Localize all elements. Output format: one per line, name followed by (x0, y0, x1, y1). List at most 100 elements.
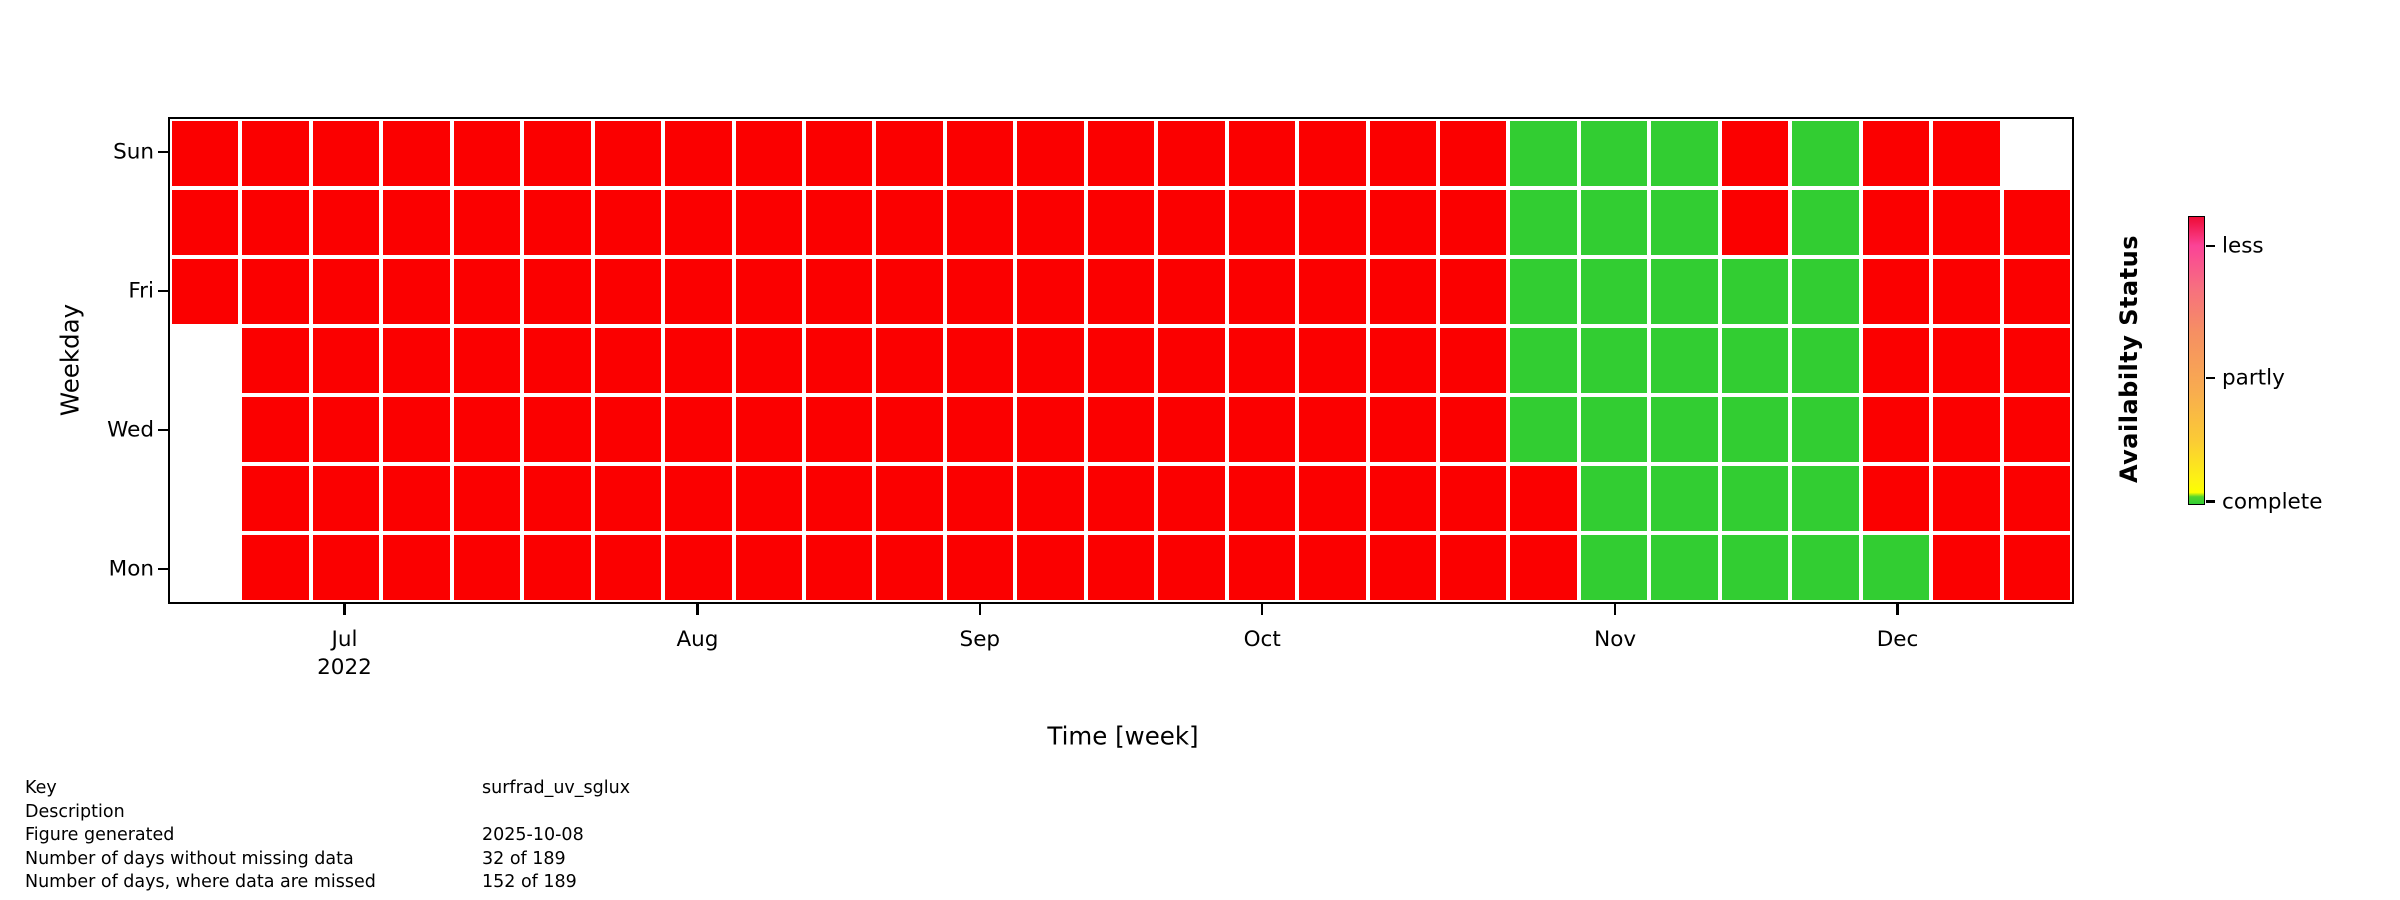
heatmap-cell (170, 533, 241, 602)
metadata-value: surfrad_uv_sglux (482, 778, 631, 798)
heatmap-cell (1860, 119, 1932, 188)
heatmap-cell (874, 395, 945, 464)
heatmap-cell (592, 257, 664, 326)
y-tick-mark (158, 150, 168, 153)
colorbar-tick-label: partly (2222, 365, 2285, 391)
month-label: Nov (1594, 627, 1637, 652)
heatmap-cell (1508, 464, 1579, 533)
heatmap-cell (381, 119, 452, 188)
metadata-label: Description (25, 801, 125, 822)
heatmap-cell (1719, 188, 1791, 257)
heatmap-cell (1015, 326, 1086, 395)
x-tick-label: Dec (1877, 626, 1919, 654)
heatmap-cell (1226, 395, 1298, 464)
heatmap-cell (522, 326, 593, 395)
heatmap-cell (1860, 395, 1932, 464)
month-label: Aug (676, 627, 719, 652)
heatmap-cell (592, 188, 664, 257)
heatmap-cell (1226, 188, 1298, 257)
heatmap-cell (1931, 119, 2002, 188)
heatmap-cell (1578, 395, 1650, 464)
heatmap-cell (170, 326, 241, 395)
heatmap-cell (803, 464, 875, 533)
heatmap-cell (1931, 257, 2002, 326)
heatmap-cell (381, 464, 452, 533)
x-tick-label: Jul 2022 (317, 626, 372, 682)
heatmap-cell (663, 188, 734, 257)
heatmap-cell (1156, 188, 1227, 257)
heatmap-cell (1085, 188, 1157, 257)
heatmap-cell (522, 464, 593, 533)
heatmap-cell (310, 533, 382, 602)
heatmap-cell (1437, 533, 1509, 602)
colorbar-tick-label: complete (2222, 489, 2323, 515)
heatmap-cell (1437, 119, 1509, 188)
heatmap-cell (1226, 464, 1298, 533)
heatmap-cell (2001, 533, 2072, 602)
heatmap-cell (1508, 188, 1579, 257)
heatmap-cell (1437, 188, 1509, 257)
heatmap-cell (1015, 464, 1086, 533)
heatmap-cell (592, 326, 664, 395)
x-tick-mark (1613, 604, 1617, 615)
heatmap-cell (874, 464, 945, 533)
heatmap-cell (1860, 533, 1932, 602)
heatmap-cell (310, 188, 382, 257)
heatmap-cell (1860, 257, 1932, 326)
x-tick-mark (343, 604, 346, 615)
metadata-table: Key surfrad_uv_sglux Description Figure ge… (25, 777, 630, 895)
heatmap-cell (592, 464, 664, 533)
heatmap-cell (451, 188, 523, 257)
heatmap-cell (1578, 119, 1650, 188)
heatmap-cell (1015, 119, 1086, 188)
heatmap-cell (1508, 395, 1579, 464)
heatmap-cell (874, 326, 945, 395)
heatmap-cell (1860, 326, 1932, 395)
heatmap-cell (803, 188, 875, 257)
heatmap-cell (170, 395, 241, 464)
heatmap-cell (803, 533, 875, 602)
heatmap-cell (240, 119, 311, 188)
metadata-value: 32 of 189 (482, 848, 566, 869)
heatmap-cell (240, 395, 311, 464)
x-axis-label: Time [week] (1047, 721, 1199, 751)
heatmap-cell (2001, 326, 2072, 395)
y-axis-label: Weekday (55, 303, 85, 417)
y-tick-label: Mon (108, 556, 154, 582)
metadata-value: 2025-10-08 (482, 825, 584, 845)
heatmap-cell (944, 119, 1016, 188)
metadata-label: Figure generated (25, 825, 175, 845)
heatmap-cell (170, 188, 241, 257)
heatmap-cell (1437, 326, 1509, 395)
heatmap-cell (944, 326, 1016, 395)
heatmap-cell (1649, 188, 1720, 257)
y-tick-label: Sun (113, 139, 154, 165)
month-label: Jul (331, 627, 358, 652)
heatmap-cell (1015, 533, 1086, 602)
heatmap-cell (1790, 326, 1861, 395)
colorbar-tick-mark (2206, 377, 2215, 380)
y-tick-mark (158, 289, 168, 293)
month-label: Oct (1243, 627, 1281, 652)
heatmap-cell (1297, 395, 1368, 464)
heatmap-cell (1085, 257, 1157, 326)
heatmap-cell (2001, 395, 2072, 464)
heatmap-cell (944, 257, 1016, 326)
heatmap-cell (1015, 257, 1086, 326)
heatmap-cell (1790, 188, 1861, 257)
heatmap-cell (240, 326, 311, 395)
heatmap-cell (1367, 257, 1438, 326)
heatmap-plot (168, 117, 2074, 604)
heatmap-cell (1649, 257, 1720, 326)
heatmap-cell (2001, 257, 2072, 326)
x-tick-label: Oct (1244, 626, 1281, 654)
heatmap-cell (733, 119, 804, 188)
y-tick-mark (158, 568, 168, 571)
heatmap-cell (2001, 119, 2072, 188)
heatmap-cell (451, 257, 523, 326)
heatmap-cell (1719, 464, 1791, 533)
heatmap-cell (1719, 395, 1791, 464)
heatmap-cell (1860, 188, 1932, 257)
heatmap-cell (1790, 395, 1861, 464)
